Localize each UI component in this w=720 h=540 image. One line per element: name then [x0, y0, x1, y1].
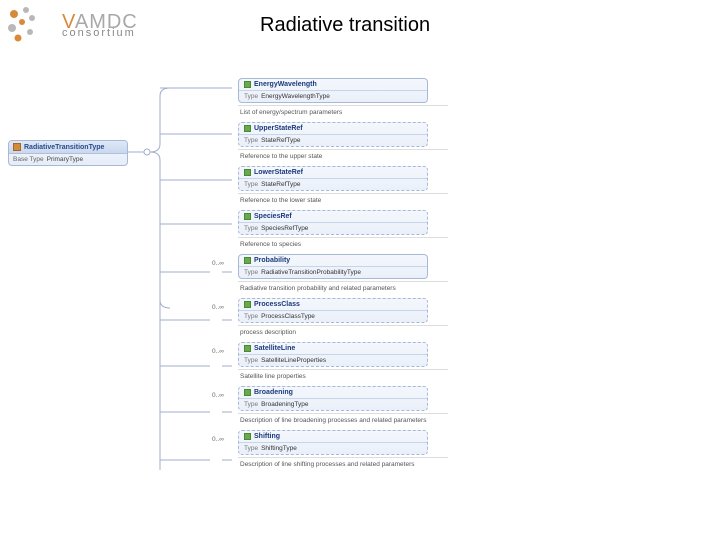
child-block: 0..∞ProbabilityTypeRadiativeTransitionPr…	[238, 254, 450, 292]
child-type: ShiftingType	[261, 445, 297, 452]
type-label: Type	[244, 269, 258, 276]
child-node: ShiftingTypeShiftingType+	[238, 430, 428, 455]
cardinality-label: 0..∞	[212, 436, 224, 443]
child-name: SpeciesRef	[254, 213, 292, 220]
child-node: SatelliteLine TypeSatelliteLineProperties…	[238, 342, 428, 367]
type-label: Type	[244, 137, 258, 144]
child-block: 0..∞SatelliteLineTypeSatelliteLineProper…	[238, 342, 450, 380]
child-node: BroadeningTypeBroadeningType+	[238, 386, 428, 411]
type-label: Type	[244, 313, 258, 320]
child-type: EnergyWavelengthType	[261, 93, 330, 100]
element-icon	[244, 81, 251, 88]
root-base-label: Base Type	[13, 156, 44, 163]
cardinality-label: 0..∞	[212, 260, 224, 267]
type-label: Type	[244, 357, 258, 364]
element-icon	[244, 345, 251, 352]
divider	[238, 105, 448, 106]
child-description: Reference to the upper state	[240, 153, 450, 160]
divider	[238, 281, 448, 282]
child-description: process description	[240, 329, 450, 336]
child-name: UpperStateRef	[254, 125, 303, 132]
child-description: Description of line shifting processes a…	[240, 461, 450, 468]
logo-mark-icon	[8, 6, 58, 46]
child-name: Broadening	[254, 389, 293, 396]
root-node: RadiativeTransitionType Base Type Primar…	[8, 140, 128, 166]
child-description: Satellite line properties	[240, 373, 450, 380]
child-type: BroadeningType	[261, 401, 308, 408]
root-name: RadiativeTransitionType	[24, 144, 104, 151]
child-block: 0..∞ProcessClassTypeProcessClassType+pro…	[238, 298, 450, 336]
child-name: LowerStateRef	[254, 169, 303, 176]
divider	[238, 413, 448, 414]
child-node: UpperStateRefTypeStateRefType+	[238, 122, 428, 147]
divider	[238, 193, 448, 194]
cardinality-label: 0..∞	[212, 348, 224, 355]
type-label: Type	[244, 181, 258, 188]
type-label: Type	[244, 401, 258, 408]
child-node: Probability TypeRadiativeTransitionProbab…	[238, 254, 428, 279]
child-type: RadiativeTransitionProbabilityType	[261, 269, 361, 276]
child-node: ProcessClassTypeProcessClassType+	[238, 298, 428, 323]
child-name: EnergyWavelength	[254, 81, 317, 88]
child-node: SpeciesRefTypeSpeciesRefType+	[238, 210, 428, 235]
cardinality-label: 0..∞	[212, 304, 224, 311]
child-type: SatelliteLineProperties	[261, 357, 326, 364]
type-label: Type	[244, 445, 258, 452]
child-name: Probability	[254, 257, 290, 264]
element-icon	[244, 125, 251, 132]
child-block: LowerStateRefTypeStateRefType+Reference …	[238, 166, 450, 204]
cardinality-label: 0..∞	[212, 392, 224, 399]
child-block: EnergyWavelengthTypeEnergyWavelengthType…	[238, 78, 450, 116]
child-block: SpeciesRefTypeSpeciesRefType+Reference t…	[238, 210, 450, 248]
child-description: Reference to the lower state	[240, 197, 450, 204]
child-name: ProcessClass	[254, 301, 300, 308]
type-label: Type	[244, 225, 258, 232]
child-type: SpeciesRefType	[261, 225, 308, 232]
child-name: SatelliteLine	[254, 345, 295, 352]
children-container: EnergyWavelengthTypeEnergyWavelengthType…	[238, 78, 450, 474]
child-block: UpperStateRefTypeStateRefType+Reference …	[238, 122, 450, 160]
child-description: List of energy/spectrum parameters	[240, 109, 450, 116]
element-icon	[244, 213, 251, 220]
element-icon	[244, 433, 251, 440]
child-name: Shifting	[254, 433, 280, 440]
divider	[238, 149, 448, 150]
logo-sub-text: consortium	[62, 29, 138, 39]
root-base-value: PrimaryType	[47, 156, 83, 163]
divider	[238, 457, 448, 458]
child-type: StateRefType	[261, 137, 300, 144]
child-type: ProcessClassType	[261, 313, 315, 320]
child-type: StateRefType	[261, 181, 300, 188]
child-description: Description of line broadening processes…	[240, 417, 450, 424]
type-label: Type	[244, 93, 258, 100]
divider	[238, 369, 448, 370]
element-icon	[244, 169, 251, 176]
child-node: EnergyWavelengthTypeEnergyWavelengthType…	[238, 78, 428, 103]
element-icon	[244, 301, 251, 308]
child-block: 0..∞ShiftingTypeShiftingType+Description…	[238, 430, 450, 468]
element-icon	[244, 257, 251, 264]
page-title: Radiative transition	[260, 14, 430, 37]
child-block: 0..∞BroadeningTypeBroadeningType+Descrip…	[238, 386, 450, 424]
child-description: Reference to species	[240, 241, 450, 248]
child-node: LowerStateRefTypeStateRefType+	[238, 166, 428, 191]
divider	[238, 237, 448, 238]
divider	[238, 325, 448, 326]
element-icon	[13, 143, 21, 151]
child-description: Radiative transition probability and rel…	[240, 285, 450, 292]
element-icon	[244, 389, 251, 396]
brand-logo: VAMDC consortium	[8, 6, 138, 46]
